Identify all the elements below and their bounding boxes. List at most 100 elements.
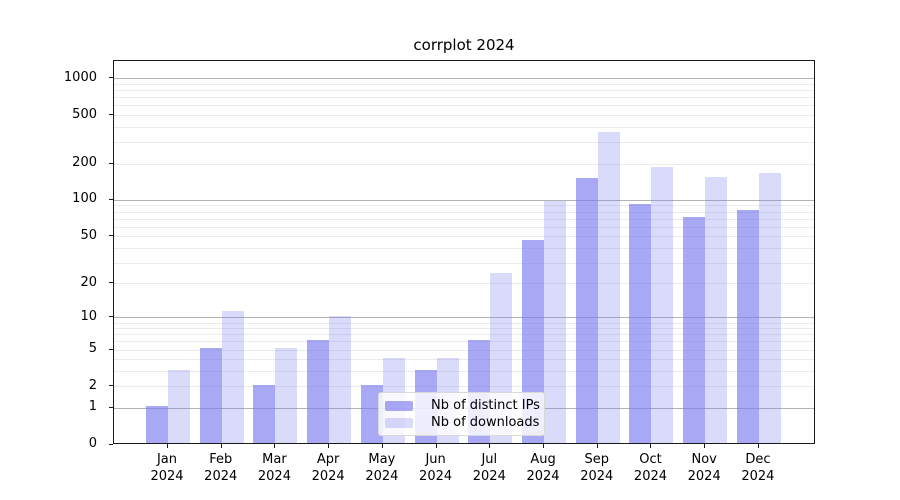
bar-downloads-nov <box>705 177 728 443</box>
gridline-minor <box>114 115 814 117</box>
bar-ips-mar <box>253 384 276 443</box>
bar-ips-feb <box>199 348 222 443</box>
bar-ips-apr <box>307 339 330 443</box>
y-tick-mark <box>109 406 113 408</box>
legend-label: Nb of downloads <box>431 415 540 430</box>
x-tick-label: Oct 2024 <box>620 451 680 485</box>
y-tick-label: 10 <box>80 308 97 324</box>
legend-entry-ips: Nb of distinct IPs <box>385 398 540 413</box>
gridline-minor <box>114 386 814 388</box>
x-tick-label-year: 2024 <box>257 469 291 484</box>
x-tick-label: Dec 2024 <box>728 451 788 485</box>
bar-downloads-dec <box>758 172 781 443</box>
y-tick-label: 1 <box>88 399 97 415</box>
gridline-minor <box>114 205 814 207</box>
y-tick-mark <box>109 77 113 79</box>
y-tick-mark <box>109 162 113 164</box>
bar-ips-dec <box>736 210 759 443</box>
gridline-major <box>114 199 814 201</box>
legend-swatch-downloads <box>385 417 413 428</box>
x-tick-label: Mar 2024 <box>244 451 304 485</box>
x-tick-label-month: Jul <box>481 452 498 467</box>
y-tick-label: 1000 <box>63 69 97 85</box>
chart-title: corrplot 2024 <box>413 36 515 54</box>
x-tick-label-year: 2024 <box>419 469 453 484</box>
x-tick-label: Apr 2024 <box>298 451 358 485</box>
x-tick-label-month: Mar <box>262 452 287 467</box>
x-tick-label-year: 2024 <box>204 469 238 484</box>
x-tick-label-month: Apr <box>316 452 340 467</box>
bar-downloads-jan <box>168 369 190 443</box>
gridline-minor <box>114 236 814 238</box>
x-tick-label-month: Sep <box>584 452 609 467</box>
y-tick-label: 100 <box>72 191 97 207</box>
x-tick-label: Jul 2024 <box>459 451 519 485</box>
x-tick-mark <box>220 444 222 448</box>
x-tick-label: Sep 2024 <box>567 451 627 485</box>
bar-ips-may <box>360 384 383 443</box>
x-tick-label-year: 2024 <box>472 469 506 484</box>
gridline-minor <box>114 341 814 343</box>
gridline-minor <box>114 359 814 361</box>
x-tick-mark <box>381 444 383 448</box>
gridline-minor <box>114 247 814 249</box>
x-tick-mark <box>328 444 330 448</box>
y-tick-label: 2 <box>88 377 97 393</box>
bar-ips-jan <box>146 406 168 443</box>
x-tick-mark <box>757 444 759 448</box>
legend-entry-downloads: Nb of downloads <box>385 415 540 430</box>
gridline-minor <box>114 90 814 92</box>
gridline-minor <box>114 328 814 330</box>
gridline-minor <box>114 283 814 285</box>
y-tick-mark <box>109 235 113 237</box>
bar-ips-oct <box>629 204 652 443</box>
x-tick-label: Nov 2024 <box>674 451 734 485</box>
y-tick-label: 0 <box>88 436 97 451</box>
gridline-minor <box>114 371 814 373</box>
gridline-minor <box>114 126 814 128</box>
x-tick-mark <box>435 444 437 448</box>
plot-area <box>113 60 815 444</box>
x-tick-label-month: Jun <box>425 452 446 467</box>
x-tick-label-month: Oct <box>639 452 662 467</box>
bar-downloads-oct <box>651 167 674 443</box>
gridline-minor <box>114 97 814 99</box>
gridline-minor <box>114 262 814 264</box>
bar-ips-nov <box>683 217 706 443</box>
legend-label: Nb of distinct IPs <box>431 398 540 413</box>
x-tick-mark <box>650 444 652 448</box>
x-tick-label-month: Dec <box>745 452 771 467</box>
x-tick-label-year: 2024 <box>687 469 721 484</box>
x-tick-label: May 2024 <box>352 451 412 485</box>
x-tick-mark <box>167 444 168 448</box>
x-tick-label-month: Nov <box>691 452 717 467</box>
x-tick-label-month: Jan <box>156 452 178 467</box>
gridline-minor <box>114 163 814 165</box>
x-tick-mark <box>596 444 598 448</box>
x-tick-label-year: 2024 <box>633 469 668 484</box>
y-axis: 0 1 2 5 10 20 50 100 200 500 1000 <box>0 60 105 451</box>
y-tick-mark <box>109 316 113 318</box>
y-tick-label: 200 <box>72 155 97 170</box>
x-tick-mark <box>489 444 491 448</box>
gridline-minor <box>114 105 814 107</box>
bar-downloads-feb <box>221 311 244 443</box>
x-tick-mark <box>274 444 276 448</box>
y-tick-label: 20 <box>80 274 97 290</box>
gridline-minor <box>114 334 814 336</box>
x-tick-label-year: 2024 <box>580 469 614 484</box>
gridline-minor <box>114 211 814 213</box>
legend-swatch-ips <box>385 400 413 411</box>
y-tick-label: 500 <box>72 106 97 122</box>
x-tick-mark <box>704 444 706 448</box>
bar-downloads-sep <box>597 131 620 443</box>
gridline-major <box>114 317 814 319</box>
x-tick-label: Jan 2024 <box>137 451 197 485</box>
bar-downloads-mar <box>275 348 298 443</box>
y-tick-mark <box>109 348 113 350</box>
y-tick-mark <box>109 198 113 200</box>
x-axis: Jan 2024 Feb 2024 Mar 2024 Apr 2024 May 2024 Jun 20… <box>113 451 815 491</box>
x-tick-label-year: 2024 <box>741 469 775 484</box>
gridline-minor <box>114 84 814 86</box>
